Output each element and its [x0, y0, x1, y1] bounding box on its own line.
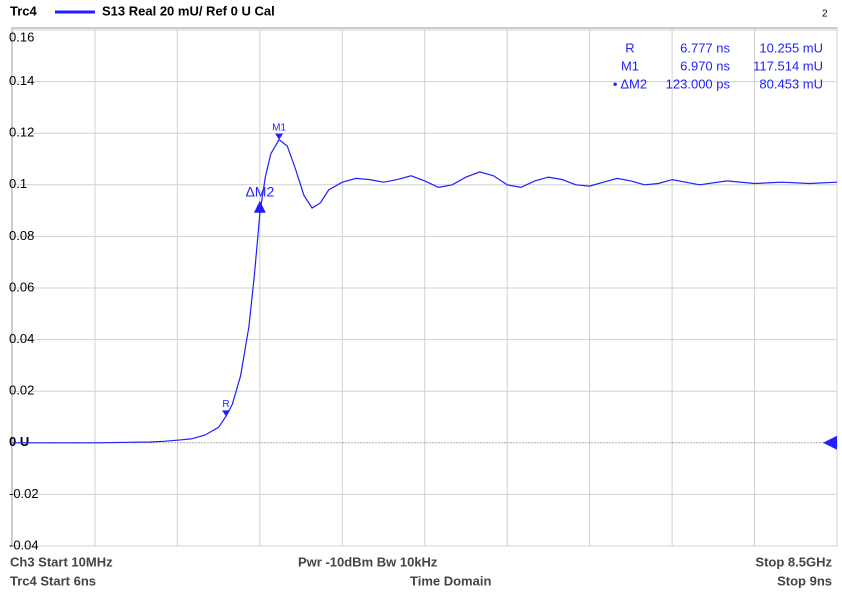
marker-x: 123.000 ps: [666, 76, 731, 91]
y-tick-label: 0.12: [9, 125, 34, 140]
footer-start: Ch3 Start 10MHz: [10, 554, 113, 569]
trace-line: [12, 138, 838, 444]
y-tick-label: 0.14: [9, 73, 34, 88]
marker-label: ΔM2: [245, 183, 274, 199]
footer-start: Trc4 Start 6ns: [10, 573, 96, 588]
reference-marker: [823, 435, 837, 450]
marker-y: 117.514 mU: [753, 58, 823, 73]
window-number: 2: [822, 9, 828, 20]
trace-label: Trc4: [10, 3, 38, 18]
marker-name: R: [625, 40, 634, 55]
marker-y: 10.255 mU: [759, 40, 823, 55]
y-tick-label: 0.16: [9, 29, 34, 44]
y-tick-label: 0.02: [9, 383, 34, 398]
trace-settings: S13 Real 20 mU/ Ref 0 U Cal: [102, 3, 275, 18]
marker: [253, 200, 266, 213]
marker: [222, 410, 231, 417]
y-tick-label: 0.1: [9, 176, 27, 191]
y-tick-label: -0.02: [9, 486, 39, 501]
marker: [275, 133, 284, 140]
y-tick-label: -0.04: [9, 537, 39, 552]
y-tick-label: 0.08: [9, 228, 34, 243]
footer-stop: Stop 8.5GHz: [755, 554, 832, 569]
y-tick-label: 0.04: [9, 331, 34, 346]
footer-power: Pwr -10dBm Bw 10kHz: [298, 554, 438, 569]
marker-name: • ΔM2: [613, 76, 647, 91]
marker-y: 80.453 mU: [759, 76, 823, 91]
marker-label: M1: [272, 122, 286, 133]
y-tick-label: 0.06: [9, 279, 34, 294]
marker-name: M1: [621, 58, 639, 73]
marker-x: 6.777 ns: [680, 40, 730, 55]
footer-domain: Time Domain: [410, 573, 491, 588]
marker-x: 6.970 ns: [680, 58, 730, 73]
footer-stop: Stop 9ns: [777, 573, 832, 588]
marker-label: R: [222, 399, 229, 410]
y-tick-label: 0 U: [9, 434, 29, 449]
